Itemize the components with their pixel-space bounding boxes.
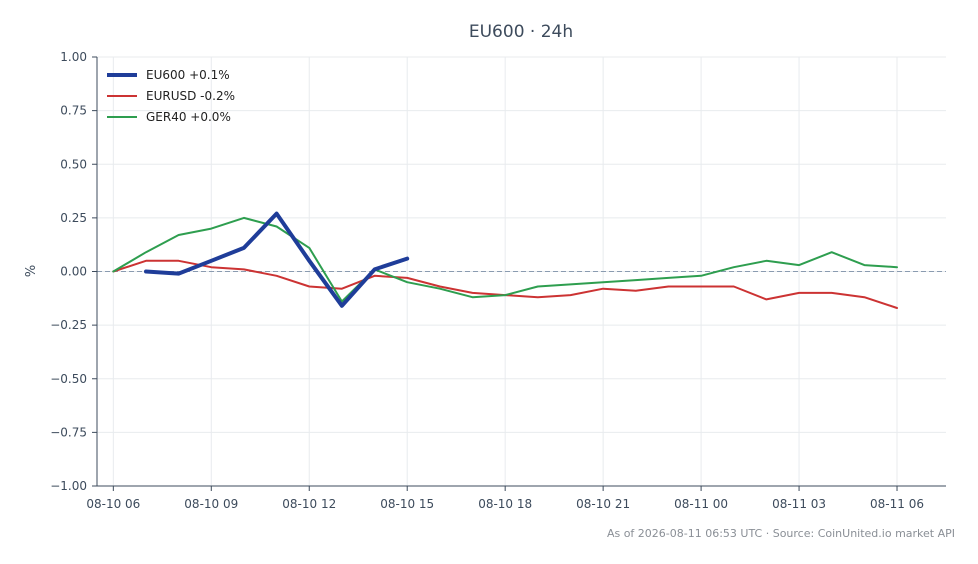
x-tick-label-0: 08-10 06 (86, 497, 140, 511)
y-tick-label-5: −0.25 (50, 318, 87, 332)
y-tick-label-1: 0.75 (60, 104, 87, 118)
y-tick-label-3: 0.25 (60, 211, 87, 225)
y-tick-label-7: −0.75 (50, 425, 87, 439)
series-layer (112, 211, 898, 309)
footer-note: As of 2026-08-11 06:53 UTC · Source: Coi… (607, 527, 955, 540)
y-tick-label-4: 0.00 (60, 265, 87, 279)
x-tick-label-4: 08-10 18 (478, 497, 532, 511)
x-tick-label-3: 08-10 15 (380, 497, 434, 511)
y-tick-label-2: 0.50 (60, 157, 87, 171)
legend-label-1: EURUSD -0.2% (146, 89, 235, 103)
x-tick-label-6: 08-11 00 (674, 497, 728, 511)
x-tick-label-8: 08-11 06 (870, 497, 924, 511)
legend: EU600 +0.1% EURUSD -0.2% GER40 +0.0% (107, 68, 235, 124)
x-tick-label-2: 08-10 12 (282, 497, 336, 511)
y-axis-label: % (24, 265, 39, 277)
chart-title: EU600 · 24h (469, 22, 573, 42)
series-line-0 (144, 211, 410, 308)
x-tick-label-7: 08-11 03 (772, 497, 826, 511)
legend-label-0: EU600 +0.1% (146, 68, 230, 82)
x-tick-label-1: 08-10 09 (184, 497, 238, 511)
y-tick-label-8: −1.00 (50, 479, 87, 493)
y-tick-label-6: −0.50 (50, 372, 87, 386)
legend-label-2: GER40 +0.0% (146, 110, 231, 124)
y-tick-label-0: 1.00 (60, 50, 87, 64)
x-tick-label-5: 08-10 21 (576, 497, 630, 511)
ticks: 1.00 0.75 0.50 0.25 0.00 −0.25 −0.50 −0.75 −1.00… (50, 50, 924, 511)
series-line-2 (112, 216, 898, 303)
